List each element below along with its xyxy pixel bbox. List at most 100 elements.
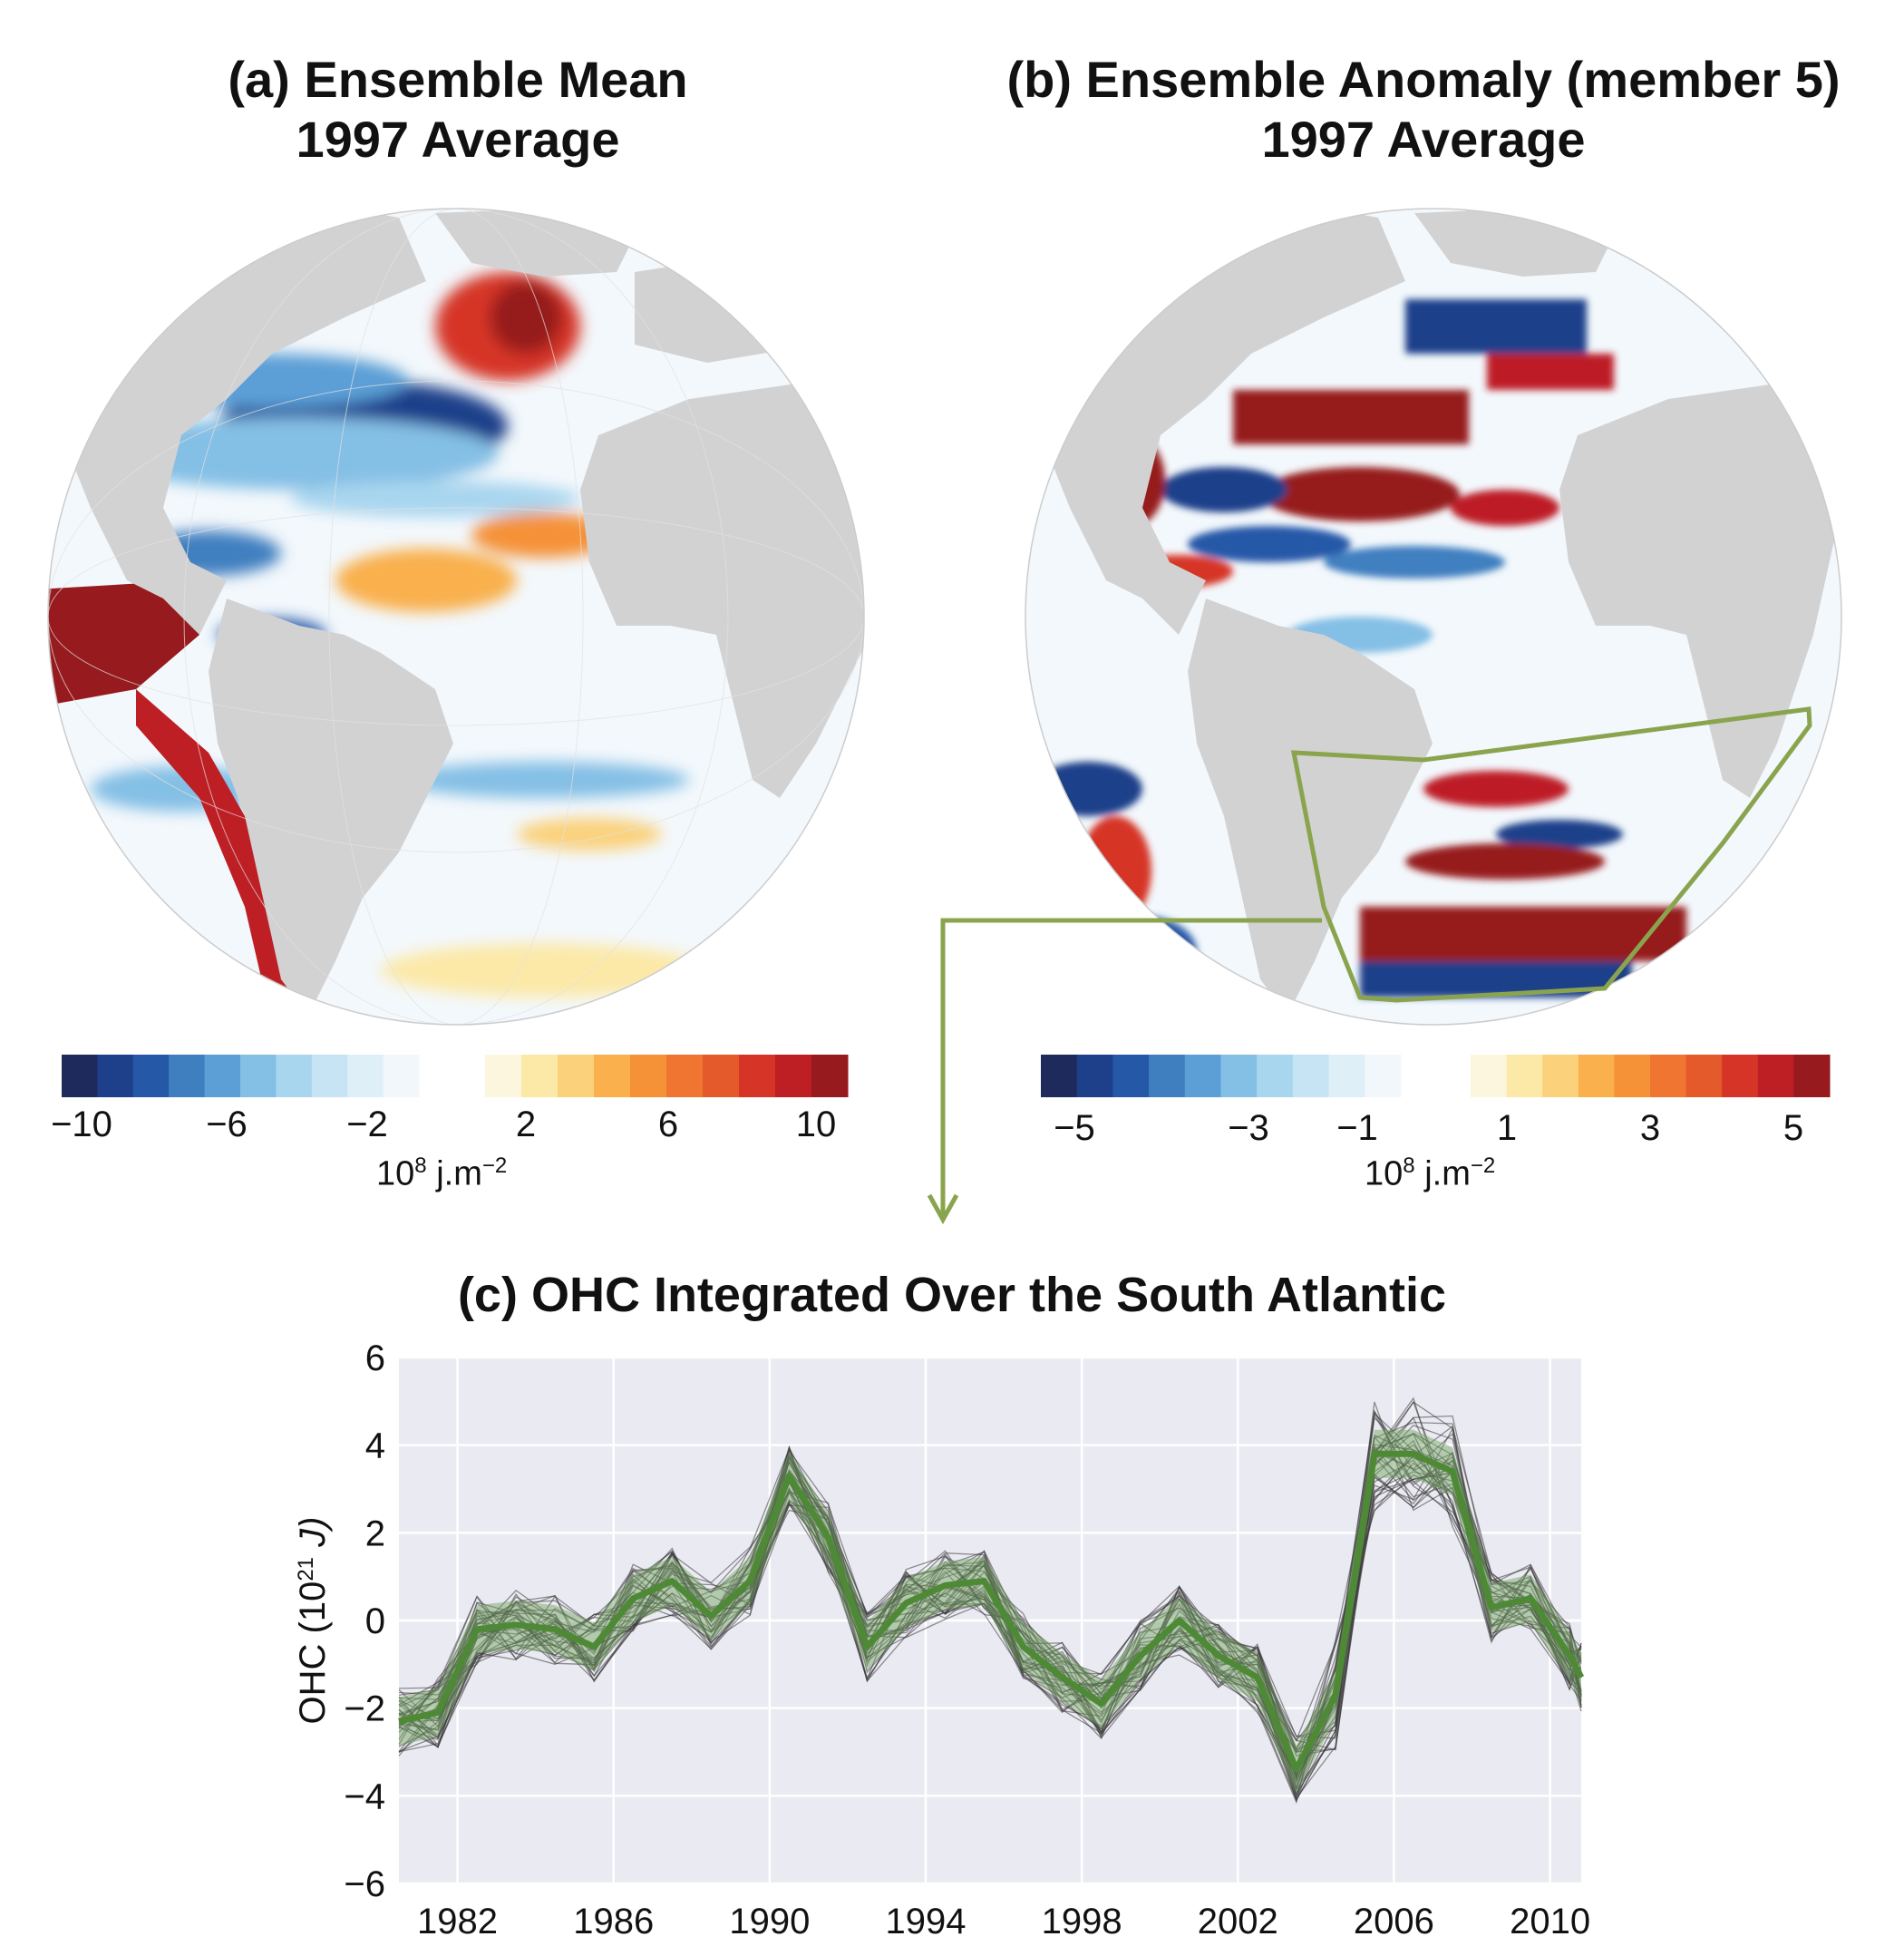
- colorbar-a-tick: −2: [346, 1105, 388, 1144]
- ensemble-member-line: [398, 1461, 1582, 1795]
- ensemble-member-line: [398, 1444, 1582, 1791]
- colorbar-b-swatch: [1328, 1055, 1365, 1097]
- colorbar-a-tick: 2: [515, 1105, 537, 1144]
- colorbar-a-swatch: [169, 1055, 206, 1097]
- ensemble-member-line: [398, 1445, 1582, 1775]
- panel-b-title-line2: 1997 Average: [1261, 111, 1586, 168]
- ensemble-member-line: [398, 1412, 1582, 1802]
- ensemble-member-line: [398, 1462, 1582, 1780]
- colorbar-b-swatch: [1149, 1055, 1186, 1097]
- colorbar-b-tick: −5: [1054, 1108, 1095, 1148]
- ensemble-member-line: [398, 1444, 1582, 1753]
- ensemble-member-line: [398, 1455, 1582, 1798]
- ensemble-member-line: [398, 1409, 1582, 1778]
- colorbar-a-tick: 6: [657, 1105, 679, 1144]
- x-tick-label: 1998: [1042, 1902, 1122, 1941]
- ensemble-member-line: [398, 1401, 1582, 1755]
- x-tick-label: 1986: [573, 1902, 654, 1941]
- ensemble-member-line: [398, 1421, 1582, 1789]
- ensemble-member-line: [398, 1453, 1582, 1777]
- ensemble-member-line: [398, 1445, 1582, 1786]
- mean-line: [398, 1450, 1585, 1773]
- colorbar-a-swatch: [132, 1055, 170, 1097]
- colorbar-a-unit: 108 j.m−2: [376, 1153, 508, 1193]
- y-axis-label: OHC (1021 J): [293, 1517, 333, 1725]
- colorbar-a-swatch: [97, 1055, 134, 1097]
- colorbar-a-swatch: [811, 1055, 849, 1097]
- colorbar-a-tick: −10: [51, 1105, 112, 1144]
- ensemble-member-line: [398, 1409, 1582, 1753]
- grid-lines: [399, 1356, 1581, 1885]
- ensemble-member-line: [398, 1396, 1582, 1752]
- y-tick-label: −2: [344, 1689, 385, 1729]
- colorbar-b-tick: −3: [1228, 1108, 1269, 1148]
- ensemble-member-line: [398, 1433, 1582, 1772]
- colorbar-b-tick: −1: [1336, 1108, 1378, 1148]
- globe-maps: [47, 208, 1842, 1225]
- colorbar-b-swatch: [1506, 1055, 1543, 1097]
- ensemble-member-line: [398, 1458, 1582, 1802]
- colorbar-a-swatch: [347, 1055, 384, 1097]
- colorbar-b-swatch: [1614, 1055, 1651, 1097]
- y-tick-label: 0: [365, 1601, 385, 1641]
- colorbar-b-swatch: [1757, 1055, 1794, 1097]
- colorbar-a-swatch: [775, 1055, 812, 1097]
- colorbar-a-swatch: [276, 1055, 313, 1097]
- ensemble-member-line: [398, 1471, 1582, 1779]
- colorbar-b-swatch: [1578, 1055, 1615, 1097]
- ensemble-member-line: [398, 1400, 1582, 1739]
- ensemble-member-line: [398, 1432, 1582, 1753]
- ensemble-member-line: [398, 1445, 1582, 1791]
- colorbar-a: [62, 1055, 849, 1097]
- ensemble-member-line: [398, 1470, 1582, 1775]
- colorbar-b-swatch: [1650, 1055, 1687, 1097]
- south-atlantic-region-box: [927, 706, 1812, 1225]
- ensemble-member-line: [398, 1425, 1582, 1767]
- colorbar-b-tick: 1: [1496, 1108, 1518, 1148]
- ensemble-member-line: [398, 1425, 1582, 1767]
- plot-area: [399, 1358, 1581, 1883]
- colorbar-a-swatch: [739, 1055, 776, 1097]
- colorbar-a-swatch: [311, 1055, 348, 1097]
- colorbar-b-swatch: [1793, 1055, 1831, 1097]
- region-arrow-head: [927, 1193, 959, 1225]
- colorbar-a-swatch: [666, 1055, 704, 1097]
- colorbar-a-tick: 10: [795, 1105, 837, 1144]
- ensemble-member-line: [398, 1415, 1582, 1776]
- ensemble-member-line: [398, 1433, 1582, 1750]
- ensemble-member-line: [398, 1413, 1582, 1757]
- x-tick-label: 1982: [417, 1902, 498, 1941]
- x-tick-label: 2010: [1510, 1902, 1590, 1941]
- colorbar-b-swatch: [1220, 1055, 1258, 1097]
- colorbar-a-swatch: [521, 1055, 559, 1097]
- colorbar-b-swatch: [1471, 1055, 1508, 1097]
- ensemble-member-line: [398, 1434, 1582, 1792]
- ensemble-member-line: [398, 1451, 1582, 1805]
- colorbar-b-swatch: [1184, 1055, 1221, 1097]
- colorbar-a-swatch: [558, 1055, 595, 1097]
- x-tick-label: 1994: [885, 1902, 966, 1941]
- colorbar-a-swatch: [204, 1055, 241, 1097]
- spread-band: [399, 1429, 1581, 1794]
- colorbar-b-tick: 3: [1639, 1108, 1661, 1148]
- y-tick-label: 6: [365, 1338, 385, 1378]
- colorbar-a-tick: −6: [206, 1105, 248, 1144]
- colorbar-a-swatch: [594, 1055, 631, 1097]
- colorbar-b-swatch: [1365, 1055, 1402, 1097]
- colorbar-b-swatch: [1542, 1055, 1579, 1097]
- ensemble-member-line: [398, 1445, 1582, 1783]
- colorbar-a-swatch: [383, 1055, 420, 1097]
- x-tick-label: 2006: [1354, 1902, 1434, 1941]
- axis-ticks: −6 −4 −2 0 2 4 6 1982 1986 1990 1994 1998 2002 2006 20…: [344, 1338, 1590, 1941]
- region-arrow-line: [940, 918, 1322, 1215]
- chart-title: (c) OHC Integrated Over the South Atlant…: [457, 1268, 1447, 1322]
- ensemble-member-line: [398, 1455, 1582, 1803]
- colorbar-a-swatch: [485, 1055, 522, 1097]
- colorbar-a-swatch: [240, 1055, 277, 1097]
- x-tick-label: 1990: [729, 1902, 810, 1941]
- colorbar-b-swatch: [1257, 1055, 1294, 1097]
- panel-b-title: (b) Ensemble Anomaly (member 5) 1997 Ave…: [943, 50, 1904, 170]
- ensemble-member-line: [398, 1416, 1582, 1777]
- panel-a-title: (a) Ensemble Mean 1997 Average: [0, 50, 916, 170]
- colorbar-a-swatch: [703, 1055, 740, 1097]
